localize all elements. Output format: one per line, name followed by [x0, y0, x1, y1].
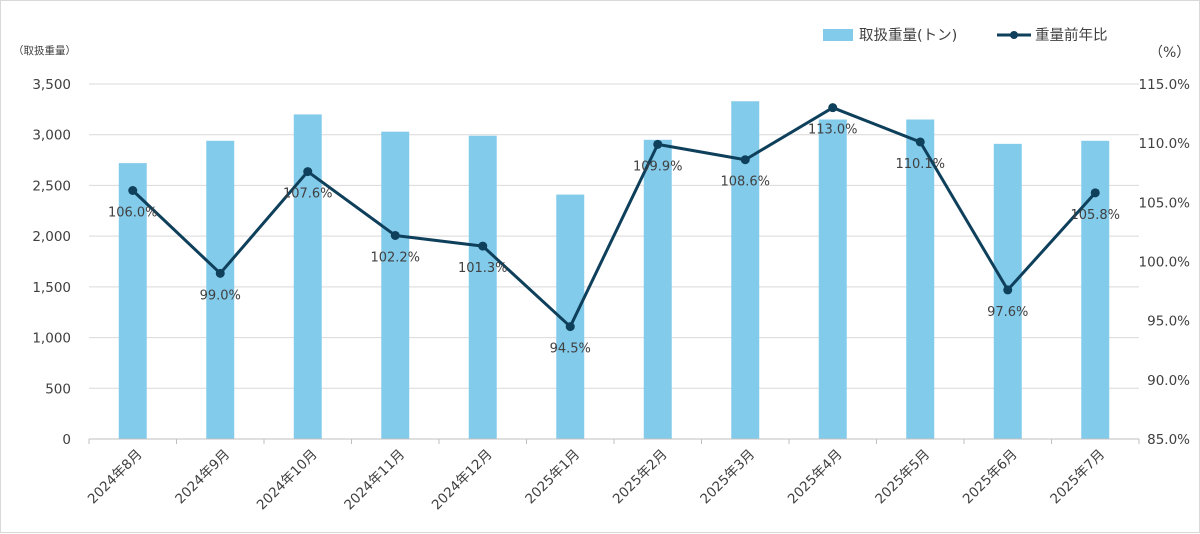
y-left-tick-label: 3,500 [32, 77, 71, 93]
line-point [740, 155, 750, 165]
bar [1081, 140, 1110, 440]
x-tick-label: 2025年5月 [872, 447, 933, 508]
data-label: 110.1% [895, 157, 945, 172]
data-label: 97.6% [987, 305, 1028, 320]
line-point [1003, 285, 1013, 295]
y-right-tick-label: 90.0% [1147, 373, 1190, 389]
data-label: 113.0% [808, 123, 858, 138]
bar-series [118, 101, 1110, 440]
line-point [215, 268, 225, 278]
data-label: 94.5% [550, 342, 591, 357]
x-tick-label: 2024年11月 [341, 447, 408, 514]
x-tick-label: 2025年2月 [610, 447, 671, 508]
y-right-tick-label: 115.0% [1139, 77, 1191, 93]
y-left-tick-label: 500 [45, 381, 71, 397]
legend-line-label: 重量前年比 [1035, 27, 1108, 44]
x-tick-label: 2025年3月 [697, 447, 758, 508]
line-point [828, 103, 838, 113]
y-right-tick-label: 95.0% [1147, 314, 1190, 330]
line-point [915, 137, 925, 147]
line-point [565, 322, 575, 332]
line-point [478, 241, 488, 251]
y-left-tick-label: 0 [62, 432, 71, 448]
data-label: 102.2% [370, 250, 420, 265]
legend-line-marker [1010, 31, 1018, 39]
x-tick-label: 2025年6月 [960, 447, 1021, 508]
bar [643, 139, 672, 440]
data-label: 105.8% [1070, 208, 1120, 223]
x-tick-label: 2025年4月 [785, 447, 846, 508]
x-tick-label: 2025年1月 [522, 447, 583, 508]
x-tick-label: 2024年8月 [85, 447, 146, 508]
y-left-tick-label: 2,000 [32, 229, 71, 245]
y-right-tick-label: 110.0% [1139, 136, 1191, 152]
bar [381, 131, 410, 439]
y-left-tick-label: 3,000 [32, 128, 71, 144]
data-label: 106.0% [108, 206, 158, 221]
bar [468, 135, 497, 439]
y-right-unit-label: （%） [1149, 45, 1190, 61]
bar [906, 119, 935, 439]
data-label: 107.6% [283, 187, 333, 202]
y-left-unit-label: （取扱重量） [13, 44, 76, 57]
y-right-tick-label: 85.0% [1147, 432, 1190, 448]
bar [293, 114, 322, 439]
y-right-tick-label: 100.0% [1139, 255, 1191, 271]
line-point [303, 167, 313, 177]
data-label: 101.3% [458, 261, 508, 276]
bar [118, 163, 147, 439]
legend: 取扱重量(トン) 重量前年比 [823, 27, 1108, 44]
line-point [390, 230, 400, 240]
x-tick-label: 2024年9月 [172, 447, 233, 508]
bar [731, 101, 760, 439]
legend-bar-label: 取扱重量(トン) [859, 27, 957, 44]
series-line [131, 106, 1097, 329]
y-left-tick-label: 1,000 [32, 331, 71, 347]
data-label: 99.0% [200, 288, 241, 303]
x-tick-label: 2025年7月 [1047, 447, 1108, 508]
y-left-tick-label: 2,500 [32, 178, 71, 194]
y-right-tick-label: 105.0% [1139, 195, 1191, 211]
bar [206, 140, 235, 440]
line-point [128, 186, 138, 195]
data-label: 109.9% [633, 159, 683, 174]
x-tick-label: 2024年10月 [254, 447, 321, 514]
bar [818, 119, 847, 439]
line-series [128, 103, 1100, 332]
gridlines [89, 83, 1139, 389]
line-point [1090, 188, 1100, 198]
data-labels: 106.0% 99.0% 107.6% 102.2% 101.3% 94.5% 109.9%… [108, 123, 1120, 357]
y-left-tick-label: 1,500 [32, 280, 71, 296]
line-point [653, 139, 663, 149]
data-label: 108.6% [720, 175, 770, 190]
legend-bar-swatch [823, 29, 853, 41]
x-tick-label: 2024年12月 [429, 447, 496, 514]
